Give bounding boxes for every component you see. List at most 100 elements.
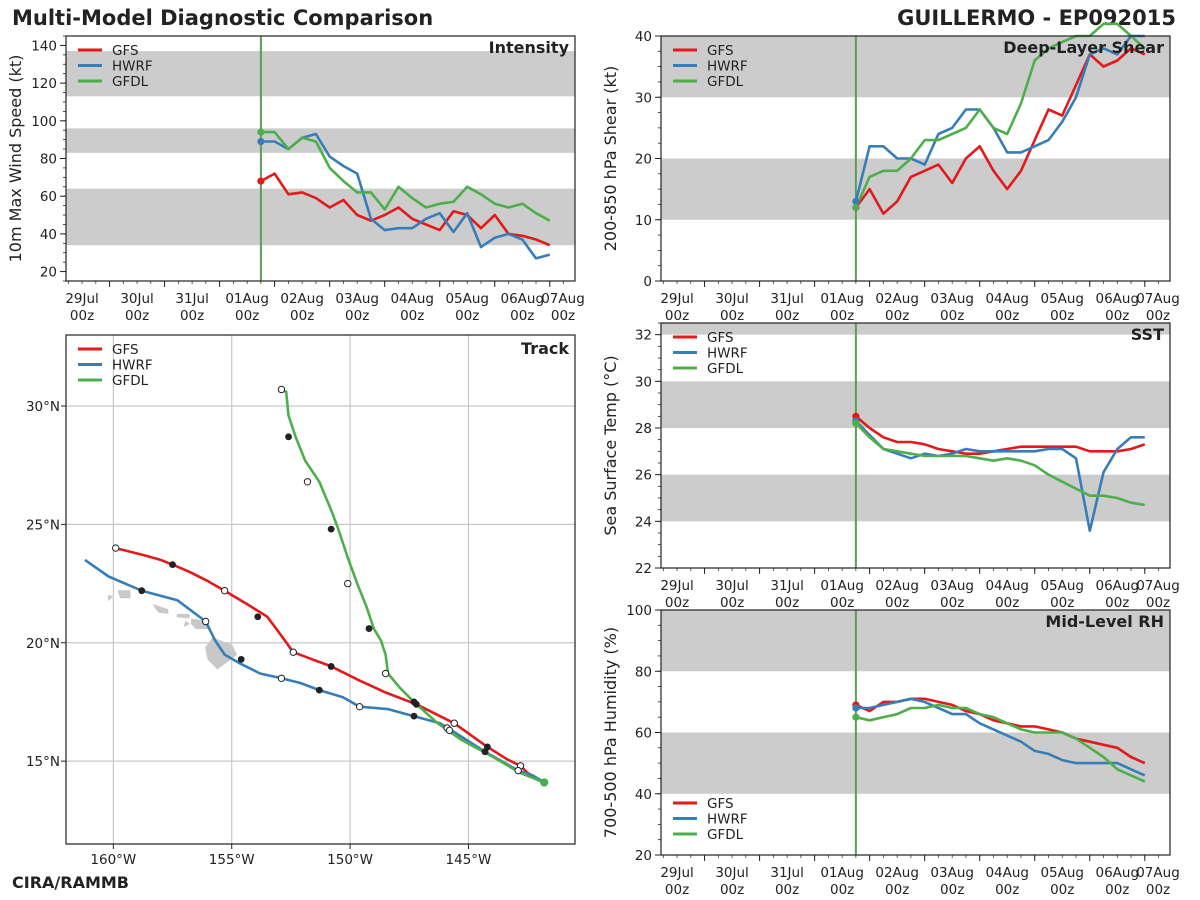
intensity-start-marker-gfs: [257, 177, 265, 185]
rh-xtick-label-hour: 00z: [1050, 882, 1074, 898]
track-ytick-label: 15°N: [26, 754, 60, 770]
intensity-xtick-label-date: 30Jul: [120, 291, 153, 307]
shear-ytick-label: 40: [635, 29, 652, 45]
intensity-ytick-label: 80: [40, 152, 57, 168]
shear-panel: 01020304029Jul00z30Jul00z31Jul00z01Aug00…: [601, 22, 1180, 324]
rh-panel: 2040608010029Jul00z30Jul00z31Jul00z01Aug…: [601, 603, 1180, 898]
rh-xtick-label-hour: 00z: [995, 882, 1019, 898]
intensity-xtick-label-hour: 00z: [510, 308, 534, 324]
shear-xtick-label-date: 04Aug: [985, 291, 1029, 307]
shear-xtick-label-date: 07Aug: [1136, 291, 1180, 307]
shear-ytick-label: 30: [635, 90, 652, 106]
track-marker-filled: [169, 561, 176, 569]
rh-xtick-label-date: 31Jul: [770, 865, 803, 881]
intensity-start-marker-gfdl: [257, 128, 265, 136]
track-marker-open: [289, 648, 297, 656]
sst-xtick-label-hour: 00z: [885, 595, 909, 611]
intensity-band: [66, 51, 575, 97]
rh-xtick-label-date: 06Aug: [1095, 865, 1139, 881]
rh-start-marker-hwrf: [852, 704, 860, 712]
shear-band: [661, 158, 1170, 220]
sst-ytick-label: 32: [635, 328, 652, 344]
track-marker-open: [355, 702, 364, 711]
track-marker-open: [277, 385, 286, 394]
shear-ytick-label: 0: [643, 274, 652, 290]
shear-xtick-label-hour: 00z: [1146, 308, 1170, 324]
intensity-xtick-label-date: 03Aug: [335, 291, 379, 307]
island-shape: [205, 637, 238, 670]
rh-legend-label-gfdl: GFDL: [707, 827, 744, 843]
sst-series-hwrf: [854, 420, 1145, 533]
intensity-xtick-label-date: 01Aug: [225, 291, 269, 307]
rh-start-marker-gfdl: [852, 713, 860, 721]
track-marker-open: [220, 586, 229, 595]
sst-ytick-label: 24: [635, 514, 652, 530]
intensity-legend-label-hwrf: HWRF: [112, 59, 153, 75]
shear-legend-label-gfs: GFS: [707, 43, 734, 59]
shear-title: Deep-Layer Shear: [1003, 38, 1164, 57]
shear-xtick-label-date: 06Aug: [1095, 291, 1139, 307]
sst-band: [661, 323, 1170, 335]
track-marker-open: [445, 726, 454, 735]
sst-xtick-label-date: 30Jul: [715, 578, 748, 594]
track-marker-open: [344, 579, 352, 588]
intensity-ytick-label: 140: [31, 38, 57, 54]
intensity-xtick-label-date: 02Aug: [280, 291, 324, 307]
rh-band: [661, 610, 1170, 672]
sst-series-gfdl: [854, 422, 1146, 507]
shear-legend-label-gfdl: GFDL: [707, 74, 744, 90]
track-legend-label-hwrf: HWRF: [112, 358, 153, 374]
shear-legend-label-hwrf: HWRF: [707, 59, 748, 75]
shear-xtick-label-hour: 00z: [775, 308, 799, 324]
sst-xtick-label-date: 29Jul: [660, 578, 693, 594]
rh-ytick-label: 80: [635, 664, 652, 680]
intensity-xtick-label-hour: 00z: [290, 308, 314, 324]
track-marker-open: [514, 766, 522, 775]
island-shape: [152, 603, 169, 614]
track-marker-open: [201, 617, 210, 626]
sst-xtick-label-date: 31Jul: [770, 578, 803, 594]
rh-xtick-label-hour: 00z: [885, 882, 909, 898]
track-ytick-label: 30°N: [26, 399, 60, 415]
intensity-xtick-label-date: 04Aug: [390, 291, 434, 307]
sst-xtick-label-hour: 00z: [1105, 595, 1129, 611]
sst-xtick-label-hour: 00z: [720, 595, 744, 611]
island-shape: [183, 620, 191, 628]
shear-xtick-label-date: 01Aug: [820, 291, 864, 307]
track-marker-open: [450, 719, 458, 727]
rh-xtick-label-date: 01Aug: [820, 865, 864, 881]
rh-xtick-label-date: 03Aug: [930, 865, 974, 881]
sst-xtick-label-hour: 00z: [830, 595, 854, 611]
shear-ylabel: 200-850 hPa Shear (kt): [601, 66, 620, 252]
rh-xtick-label-date: 04Aug: [985, 865, 1029, 881]
track-marker-filled: [138, 587, 146, 595]
sst-xtick-label-date: 02Aug: [875, 578, 919, 594]
intensity-xtick-label-date: 07Aug: [541, 291, 585, 307]
sst-band: [661, 381, 1170, 428]
intensity-xtick-label-hour: 00z: [455, 308, 479, 324]
intensity-title: Intensity: [489, 38, 570, 57]
track-marker-filled: [285, 433, 292, 441]
intensity-xtick-label-hour: 00z: [125, 308, 149, 324]
rh-legend-label-hwrf: HWRF: [707, 812, 748, 828]
island-shape: [117, 590, 131, 599]
track-legend-label-gfdl: GFDL: [112, 373, 149, 389]
track-marker-open: [381, 669, 390, 678]
rh-legend-label-gfs: GFS: [707, 796, 734, 812]
sst-panel: 22242628303229Jul00z30Jul00z31Jul00z01Au…: [601, 322, 1180, 611]
track-marker-open: [303, 478, 312, 486]
sst-title: SST: [1131, 325, 1164, 344]
shear-xtick-label-date: 03Aug: [930, 291, 974, 307]
shear-xtick-label-date: 31Jul: [770, 291, 803, 307]
track-ytick-label: 20°N: [26, 636, 60, 652]
track-xtick-label: 145°W: [446, 852, 492, 868]
sst-band: [661, 474, 1170, 522]
sst-ylabel: Sea Surface Temp (°C): [601, 355, 620, 535]
shear-xtick-label-hour: 00z: [720, 308, 744, 324]
sst-xtick-label-hour: 00z: [1050, 595, 1074, 611]
rh-title: Mid-Level RH: [1045, 612, 1164, 631]
track-marker-filled: [481, 748, 489, 756]
intensity-xtick-label-date: 05Aug: [445, 291, 489, 307]
rh-ytick-label: 60: [635, 726, 652, 742]
shear-xtick-label-hour: 00z: [665, 308, 689, 324]
